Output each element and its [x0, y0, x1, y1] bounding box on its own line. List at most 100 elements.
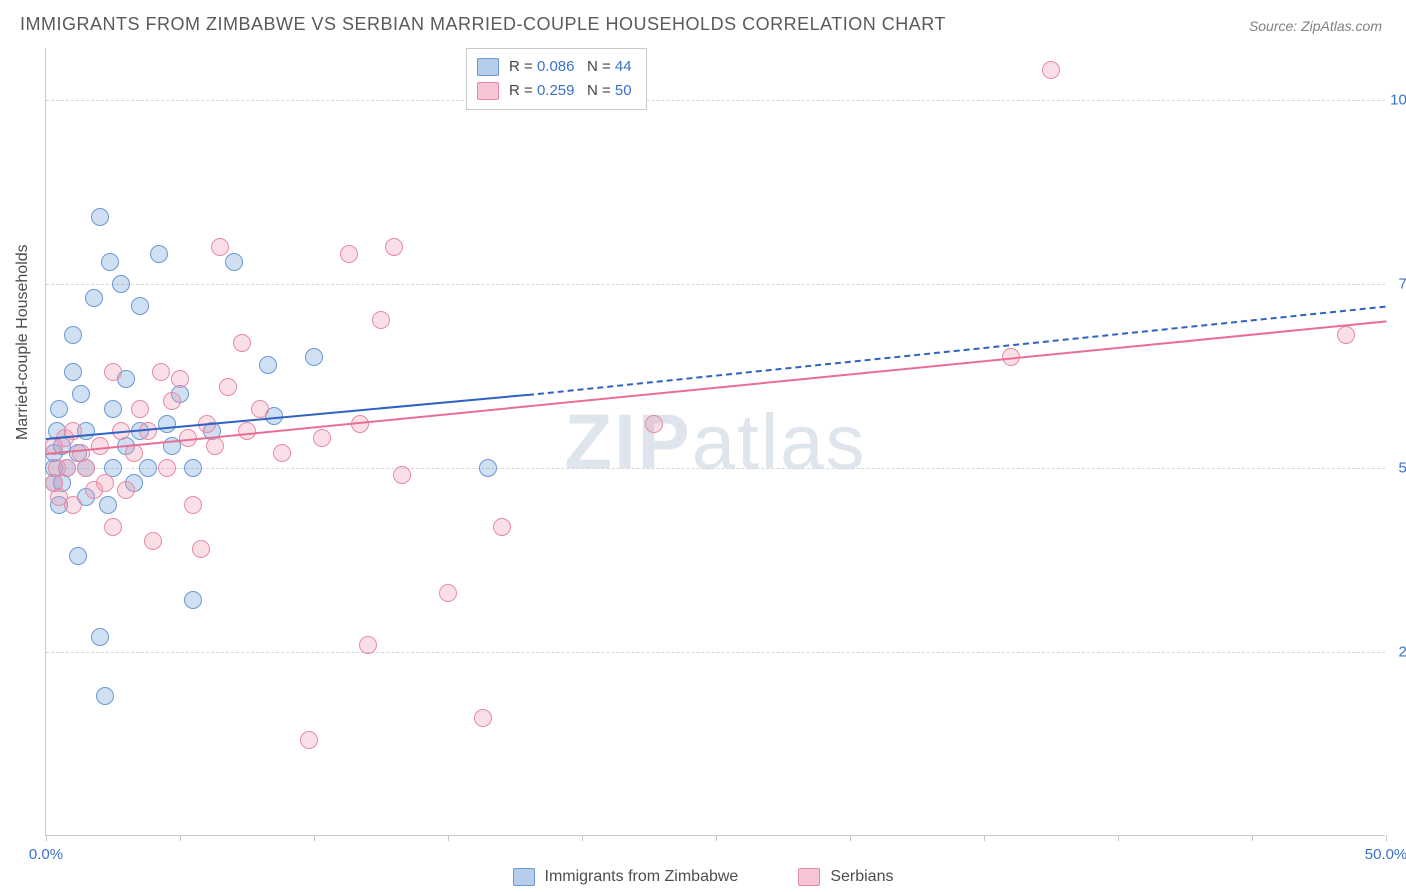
y-tick-label: 100.0% — [1389, 91, 1406, 108]
data-point — [158, 415, 176, 433]
data-point — [385, 238, 403, 256]
chart-title: IMMIGRANTS FROM ZIMBABWE VS SERBIAN MARR… — [20, 14, 946, 35]
x-tick-mark — [984, 835, 985, 841]
data-point — [99, 496, 117, 514]
gridline — [46, 468, 1385, 469]
data-point — [1042, 61, 1060, 79]
x-tick-mark — [850, 835, 851, 841]
data-point — [184, 496, 202, 514]
y-tick-label: 50.0% — [1389, 459, 1406, 476]
data-point — [372, 311, 390, 329]
correlation-legend: R = 0.086 N = 44 R = 0.259 N = 50 — [466, 48, 647, 110]
data-point — [184, 459, 202, 477]
data-point — [300, 731, 318, 749]
data-point — [158, 459, 176, 477]
r-stat-zimbabwe: R = 0.086 N = 44 — [509, 55, 632, 79]
swatch-blue-icon — [513, 868, 535, 886]
data-point — [77, 459, 95, 477]
y-tick-label: 25.0% — [1389, 643, 1406, 660]
data-point — [493, 518, 511, 536]
data-point — [72, 385, 90, 403]
x-tick-mark — [180, 835, 181, 841]
data-point — [69, 547, 87, 565]
data-point — [104, 400, 122, 418]
legend-item-zimbabwe: Immigrants from Zimbabwe — [513, 868, 739, 886]
legend-item-serbians: Serbians — [798, 868, 893, 886]
data-point — [192, 540, 210, 558]
data-point — [104, 363, 122, 381]
data-point — [225, 253, 243, 271]
gridline — [46, 284, 1385, 285]
data-point — [50, 400, 68, 418]
series-legend: Immigrants from Zimbabwe Serbians — [0, 868, 1406, 886]
x-tick-mark — [46, 835, 47, 841]
data-point — [91, 437, 109, 455]
source-attribution: Source: ZipAtlas.com — [1249, 18, 1382, 34]
data-point — [101, 253, 119, 271]
data-point — [139, 459, 157, 477]
data-point — [393, 466, 411, 484]
data-point — [117, 481, 135, 499]
data-point — [211, 238, 229, 256]
swatch-pink-icon — [477, 82, 499, 100]
data-point — [359, 636, 377, 654]
data-point — [96, 687, 114, 705]
data-point — [64, 363, 82, 381]
data-point — [131, 400, 149, 418]
data-point — [238, 422, 256, 440]
data-point — [184, 591, 202, 609]
x-tick-label: 50.0% — [1365, 846, 1406, 863]
data-point — [96, 474, 114, 492]
gridline — [46, 100, 1385, 101]
data-point — [645, 415, 663, 433]
data-point — [479, 459, 497, 477]
data-point — [219, 378, 237, 396]
y-axis-label: Married-couple Households — [14, 244, 32, 440]
data-point — [273, 444, 291, 462]
data-point — [171, 370, 189, 388]
data-point — [91, 208, 109, 226]
data-point — [474, 709, 492, 727]
data-point — [163, 392, 181, 410]
data-point — [64, 496, 82, 514]
data-point — [340, 245, 358, 263]
legend-label: Immigrants from Zimbabwe — [545, 868, 739, 886]
data-point — [152, 363, 170, 381]
x-tick-mark — [1252, 835, 1253, 841]
watermark: ZIPatlas — [564, 396, 866, 487]
data-point — [112, 275, 130, 293]
data-point — [104, 518, 122, 536]
data-point — [58, 459, 76, 477]
legend-row-zimbabwe: R = 0.086 N = 44 — [477, 55, 632, 79]
data-point — [91, 628, 109, 646]
x-tick-mark — [314, 835, 315, 841]
data-point — [251, 400, 269, 418]
x-tick-mark — [448, 835, 449, 841]
r-stat-serbians: R = 0.259 N = 50 — [509, 79, 632, 103]
data-point — [85, 289, 103, 307]
data-point — [1337, 326, 1355, 344]
data-point — [150, 245, 168, 263]
data-point — [233, 334, 251, 352]
legend-row-serbians: R = 0.259 N = 50 — [477, 79, 632, 103]
data-point — [144, 532, 162, 550]
data-point — [439, 584, 457, 602]
data-point — [206, 437, 224, 455]
data-point — [305, 348, 323, 366]
x-tick-mark — [582, 835, 583, 841]
y-tick-label: 75.0% — [1389, 275, 1406, 292]
plot-area: ZIPatlas 25.0%50.0%75.0%100.0%0.0%50.0% — [45, 48, 1385, 836]
data-point — [259, 356, 277, 374]
trend-line — [528, 306, 1386, 396]
x-tick-mark — [1118, 835, 1119, 841]
legend-label: Serbians — [830, 868, 893, 886]
data-point — [64, 326, 82, 344]
x-tick-mark — [716, 835, 717, 841]
x-tick-mark — [1386, 835, 1387, 841]
gridline — [46, 652, 1385, 653]
scatter-plot: ZIPatlas 25.0%50.0%75.0%100.0%0.0%50.0% — [45, 48, 1385, 836]
data-point — [131, 297, 149, 315]
swatch-pink-icon — [798, 868, 820, 886]
data-point — [313, 429, 331, 447]
swatch-blue-icon — [477, 58, 499, 76]
